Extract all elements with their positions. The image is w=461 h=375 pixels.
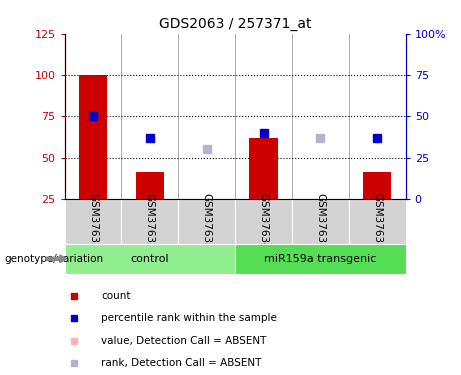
Bar: [193, 199, 221, 235]
Bar: [235, 199, 292, 244]
Bar: [178, 199, 235, 244]
Text: GSM37637: GSM37637: [315, 193, 325, 250]
Bar: [249, 138, 278, 199]
Text: genotype/variation: genotype/variation: [5, 254, 104, 264]
Bar: [349, 199, 406, 244]
Bar: [121, 199, 178, 244]
Text: GSM37635: GSM37635: [145, 193, 155, 250]
Text: miR159a transgenic: miR159a transgenic: [264, 254, 377, 264]
Text: rank, Detection Call = ABSENT: rank, Detection Call = ABSENT: [101, 358, 262, 368]
Text: percentile rank within the sample: percentile rank within the sample: [101, 313, 278, 323]
Bar: [79, 75, 107, 199]
Bar: [292, 199, 349, 244]
Text: count: count: [101, 291, 131, 301]
Text: GSM37636: GSM37636: [201, 193, 212, 250]
Bar: [235, 244, 406, 274]
Text: GSM37633: GSM37633: [88, 193, 98, 250]
Bar: [136, 172, 164, 199]
Text: GSM37634: GSM37634: [259, 193, 269, 250]
Title: GDS2063 / 257371_at: GDS2063 / 257371_at: [159, 17, 311, 32]
Text: control: control: [130, 254, 169, 264]
Text: GSM37638: GSM37638: [372, 193, 382, 250]
Text: value, Detection Call = ABSENT: value, Detection Call = ABSENT: [101, 336, 267, 346]
Bar: [65, 199, 121, 244]
Bar: [363, 172, 391, 199]
Bar: [65, 244, 235, 274]
Bar: [306, 199, 335, 207]
